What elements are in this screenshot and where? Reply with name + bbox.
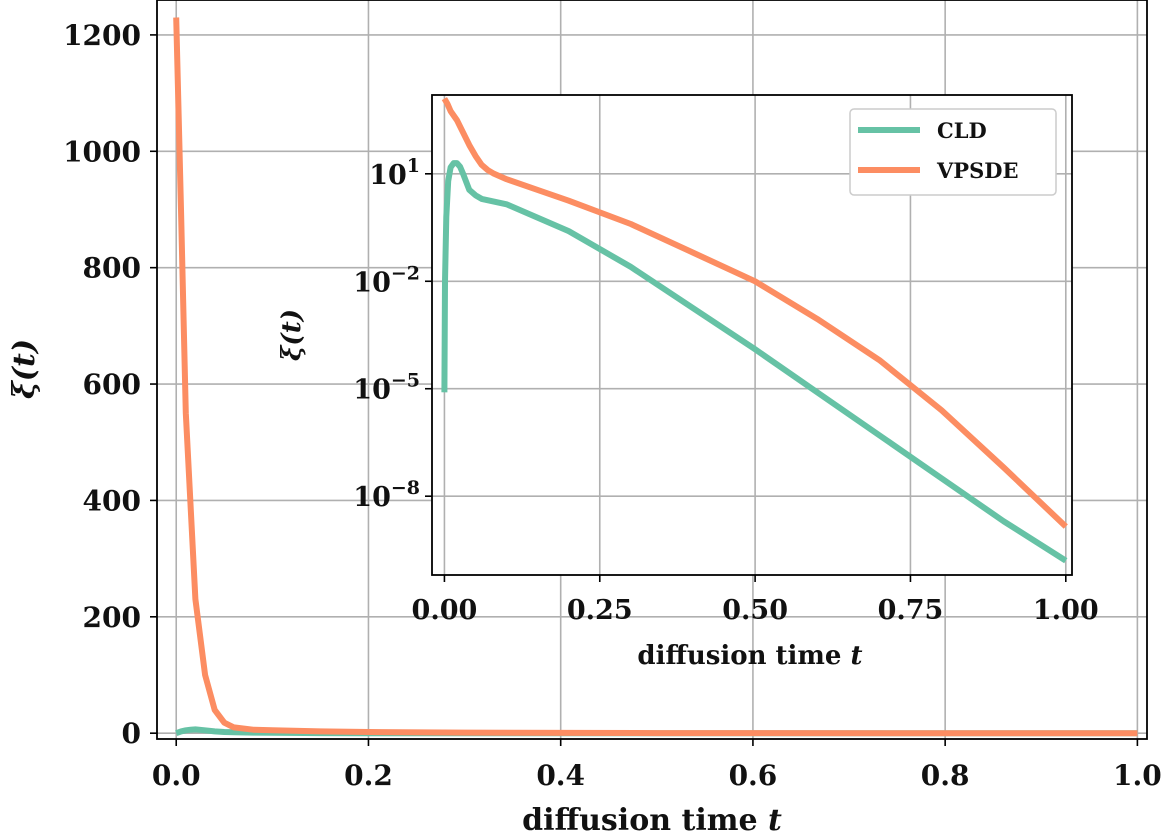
inset-series-line-cld xyxy=(441,160,1068,564)
main-x-tick-label: 0.8 xyxy=(921,759,970,792)
legend: CLD VPSDE xyxy=(849,108,1057,196)
main-x-axis-label: diffusion time t xyxy=(522,803,782,838)
inset-x-tick-label: 0.75 xyxy=(878,595,944,626)
inset-y-tick-label: 10−2 xyxy=(353,262,420,298)
main-y-tick-label: 1000 xyxy=(63,135,141,168)
inset-x-tick-label: 0.00 xyxy=(412,595,478,626)
main-series-line-vpsde xyxy=(173,17,1138,737)
main-y-axis-label: ξ(t) xyxy=(7,339,42,399)
inset-y-tick-label: 10−5 xyxy=(353,370,420,406)
inset-x-axis-label: diffusion time t xyxy=(637,641,862,671)
inset-y-tick-label: 101 xyxy=(369,155,420,191)
main-lines xyxy=(173,17,1138,737)
main-x-tick-label: 0.0 xyxy=(152,759,201,792)
inset-x-tick-label: 1.00 xyxy=(1033,595,1099,626)
main-axes-frame xyxy=(156,0,1148,740)
main-y-tick-label: 1200 xyxy=(63,19,141,52)
inset-x-tick-label: 0.25 xyxy=(567,595,633,626)
main-y-tick-label: 0 xyxy=(122,717,141,750)
inset-x-tick-label: 0.50 xyxy=(722,595,788,626)
legend-label-vpsde: VPSDE xyxy=(936,158,1018,183)
main-x-tick-label: 0.4 xyxy=(536,759,585,792)
inset-series-line-vpsde xyxy=(441,97,1068,529)
main-x-tick-label: 0.6 xyxy=(729,759,778,792)
inset-axes-frame xyxy=(431,94,1073,576)
main-y-tick-label: 600 xyxy=(83,368,141,401)
main-y-tick-label: 800 xyxy=(83,252,141,285)
main-y-tick-label: 200 xyxy=(83,601,141,634)
inset-y-tick-label: 10−8 xyxy=(353,477,420,513)
inset-lines xyxy=(441,97,1068,564)
main-x-tick-label: 0.2 xyxy=(344,759,393,792)
inset-ticks: 0.00 0.25 0.50 0.75 1.00 101 10−2 10−5 10−8 xyxy=(353,155,1098,626)
main-y-tick-label: 400 xyxy=(83,484,141,517)
legend-label-cld: CLD xyxy=(937,118,987,143)
inset-y-axis-label: ξ(t) xyxy=(277,309,307,361)
main-x-tick-label: 1.0 xyxy=(1113,759,1162,792)
